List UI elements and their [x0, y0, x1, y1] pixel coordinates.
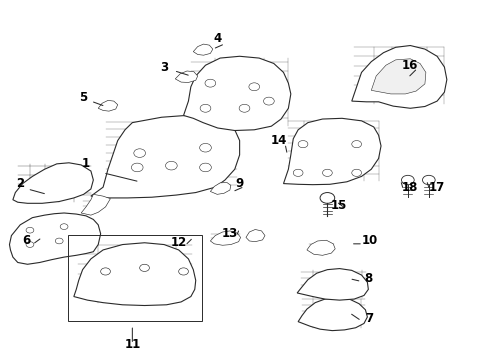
Text: 13: 13: [221, 227, 238, 240]
Circle shape: [422, 175, 434, 185]
Polygon shape: [81, 194, 110, 215]
Circle shape: [101, 268, 110, 275]
Circle shape: [178, 268, 188, 275]
Text: 17: 17: [428, 181, 444, 194]
Polygon shape: [297, 269, 367, 300]
Polygon shape: [245, 229, 264, 242]
Polygon shape: [351, 45, 446, 108]
Text: 10: 10: [362, 234, 378, 247]
Polygon shape: [370, 59, 425, 94]
Text: 9: 9: [235, 177, 243, 190]
Circle shape: [165, 161, 177, 170]
Text: 11: 11: [124, 338, 140, 351]
Circle shape: [263, 97, 274, 105]
Circle shape: [199, 163, 211, 172]
Circle shape: [248, 83, 259, 91]
Polygon shape: [283, 118, 380, 185]
Circle shape: [60, 224, 68, 229]
Text: 12: 12: [170, 236, 186, 249]
Circle shape: [351, 169, 361, 176]
Text: 3: 3: [160, 60, 168, 73]
Circle shape: [131, 163, 143, 172]
Text: 16: 16: [401, 59, 418, 72]
Polygon shape: [298, 298, 366, 330]
Polygon shape: [210, 183, 230, 194]
Polygon shape: [9, 213, 101, 264]
Circle shape: [293, 169, 303, 176]
Polygon shape: [74, 243, 195, 306]
Polygon shape: [306, 240, 334, 255]
Circle shape: [26, 227, 34, 233]
Circle shape: [200, 104, 210, 112]
Circle shape: [239, 104, 249, 112]
Circle shape: [320, 193, 334, 203]
Polygon shape: [98, 100, 118, 111]
Text: 8: 8: [364, 272, 372, 285]
Polygon shape: [183, 56, 290, 131]
Circle shape: [140, 264, 149, 271]
Text: 18: 18: [401, 181, 418, 194]
Text: 7: 7: [364, 311, 372, 325]
Circle shape: [298, 140, 307, 148]
Circle shape: [204, 79, 215, 87]
Polygon shape: [91, 116, 239, 198]
Text: 14: 14: [270, 134, 286, 147]
Text: 6: 6: [22, 234, 31, 247]
Polygon shape: [13, 163, 93, 203]
Polygon shape: [175, 71, 197, 82]
Polygon shape: [210, 231, 240, 245]
Text: 2: 2: [16, 177, 24, 190]
Circle shape: [134, 149, 145, 157]
Text: 1: 1: [82, 157, 90, 170]
Circle shape: [199, 143, 211, 152]
Circle shape: [322, 169, 331, 176]
Circle shape: [401, 175, 413, 185]
Circle shape: [55, 238, 63, 244]
Text: 5: 5: [80, 91, 87, 104]
Polygon shape: [193, 44, 212, 55]
Circle shape: [351, 140, 361, 148]
Text: 4: 4: [213, 32, 222, 45]
Text: 15: 15: [330, 199, 346, 212]
Circle shape: [26, 242, 34, 247]
